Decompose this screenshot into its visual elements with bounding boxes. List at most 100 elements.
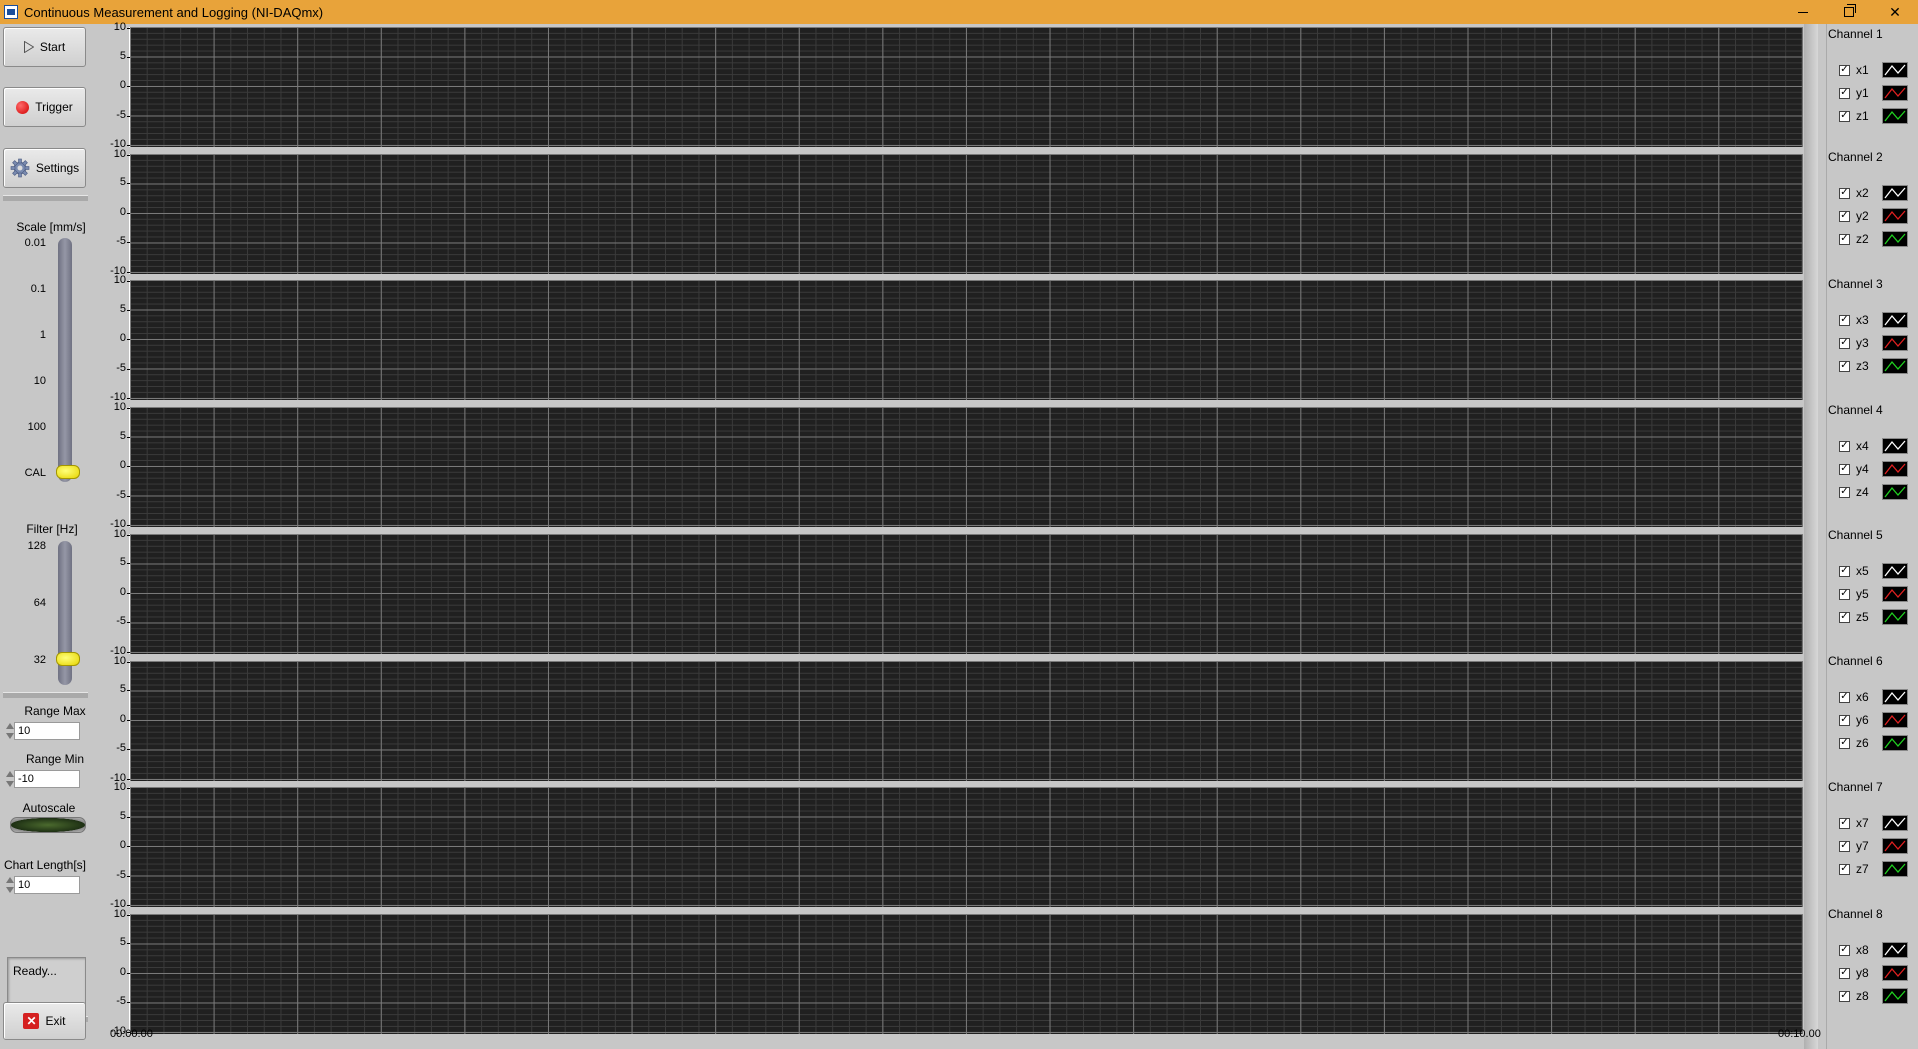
plot-style-icon[interactable] bbox=[1882, 484, 1908, 500]
chart-scrollbar[interactable] bbox=[1804, 24, 1818, 1049]
trigger-button[interactable]: Trigger bbox=[3, 87, 86, 127]
start-button[interactable]: Start bbox=[3, 27, 86, 67]
y-tick-label: -5 bbox=[116, 868, 126, 881]
plot-style-icon[interactable] bbox=[1882, 185, 1908, 201]
plot-style-icon[interactable] bbox=[1882, 231, 1908, 247]
plot-style-icon[interactable] bbox=[1882, 861, 1908, 877]
chart-length-spinner[interactable] bbox=[6, 876, 14, 894]
plot-style-icon[interactable] bbox=[1882, 108, 1908, 124]
window-controls: ✕ bbox=[1780, 0, 1918, 24]
plot-visible-checkbox[interactable]: ✓ bbox=[1839, 565, 1850, 577]
legend-item: ✓ x3 bbox=[1839, 311, 1908, 329]
plot-area[interactable] bbox=[129, 27, 1803, 147]
chart-length-input[interactable] bbox=[14, 876, 80, 894]
legend-item: ✓ x1 bbox=[1839, 61, 1908, 79]
plot-visible-checkbox[interactable]: ✓ bbox=[1839, 210, 1850, 222]
settings-button[interactable]: Settings bbox=[3, 148, 86, 188]
plot-visible-checkbox[interactable]: ✓ bbox=[1839, 314, 1850, 326]
plot-area[interactable] bbox=[129, 407, 1803, 528]
plot-area[interactable] bbox=[129, 533, 1803, 654]
plot-visible-checkbox[interactable]: ✓ bbox=[1839, 360, 1850, 372]
y-tick-label: 0 bbox=[119, 585, 126, 598]
plot-style-icon[interactable] bbox=[1882, 689, 1908, 705]
plot-visible-checkbox[interactable]: ✓ bbox=[1839, 486, 1850, 498]
plot-style-icon[interactable] bbox=[1882, 208, 1908, 224]
scale-slider-thumb[interactable] bbox=[56, 465, 80, 479]
control-panel: Start Trigger Settings bbox=[0, 24, 92, 1049]
scale-slider[interactable] bbox=[58, 238, 72, 482]
plot-style-icon[interactable] bbox=[1882, 838, 1908, 854]
plot-visible-checkbox[interactable]: ✓ bbox=[1839, 611, 1850, 623]
range-min-spinner[interactable] bbox=[6, 770, 14, 788]
plot-area[interactable] bbox=[129, 787, 1803, 908]
waveform-chart[interactable]: 10 5 0 -5 -10 bbox=[92, 274, 1803, 404]
filter-slider-thumb[interactable] bbox=[56, 652, 80, 666]
plot-visible-checkbox[interactable]: ✓ bbox=[1839, 337, 1850, 349]
plot-style-icon[interactable] bbox=[1882, 438, 1908, 454]
plot-visible-checkbox[interactable]: ✓ bbox=[1839, 110, 1850, 122]
y-tick bbox=[127, 719, 130, 721]
plot-visible-checkbox[interactable]: ✓ bbox=[1839, 840, 1850, 852]
plot-visible-checkbox[interactable]: ✓ bbox=[1839, 87, 1850, 99]
plot-visible-checkbox[interactable]: ✓ bbox=[1839, 967, 1850, 979]
plot-style-icon[interactable] bbox=[1882, 335, 1908, 351]
plot-visible-checkbox[interactable]: ✓ bbox=[1839, 990, 1850, 1002]
waveform-chart[interactable]: 10 5 0 -5 -10 bbox=[92, 148, 1803, 278]
plot-area[interactable] bbox=[129, 913, 1803, 1034]
decrement-icon bbox=[6, 887, 14, 893]
plot-style-icon[interactable] bbox=[1882, 712, 1908, 728]
waveform-chart[interactable]: 10 5 0 -5 -10 bbox=[92, 655, 1803, 785]
waveform-chart[interactable]: 10 5 0 -5 -10 bbox=[92, 21, 1803, 151]
plot-style-icon[interactable] bbox=[1882, 312, 1908, 328]
waveform-chart[interactable]: 10 5 0 -5 -10 bbox=[92, 781, 1803, 911]
close-button[interactable]: ✕ bbox=[1872, 0, 1918, 24]
plot-visible-checkbox[interactable]: ✓ bbox=[1839, 440, 1850, 452]
plot-visible-checkbox[interactable]: ✓ bbox=[1839, 863, 1850, 875]
plot-visible-checkbox[interactable]: ✓ bbox=[1839, 691, 1850, 703]
plot-style-icon[interactable] bbox=[1882, 609, 1908, 625]
restore-button[interactable] bbox=[1826, 0, 1872, 24]
plot-style-icon[interactable] bbox=[1882, 358, 1908, 374]
legend-label: z4 bbox=[1856, 485, 1869, 499]
exit-button[interactable]: ✕ Exit bbox=[3, 1002, 86, 1040]
waveform-chart[interactable]: 10 5 0 -5 -10 bbox=[92, 528, 1803, 658]
range-max-input[interactable] bbox=[14, 722, 80, 740]
filter-slider[interactable] bbox=[58, 541, 72, 685]
plot-visible-checkbox[interactable]: ✓ bbox=[1839, 714, 1850, 726]
plot-style-icon[interactable] bbox=[1882, 815, 1908, 831]
waveform-chart[interactable]: 10 5 0 -5 -10 bbox=[92, 401, 1803, 531]
plot-visible-checkbox[interactable]: ✓ bbox=[1839, 463, 1850, 475]
plot-visible-checkbox[interactable]: ✓ bbox=[1839, 233, 1850, 245]
plot-visible-checkbox[interactable]: ✓ bbox=[1839, 944, 1850, 956]
plot-style-icon[interactable] bbox=[1882, 85, 1908, 101]
waveform-chart[interactable]: 10 5 0 -5 -10 bbox=[92, 908, 1803, 1038]
minimize-button[interactable] bbox=[1780, 0, 1826, 24]
y-tick bbox=[127, 749, 130, 750]
y-tick bbox=[127, 563, 130, 565]
plot-area[interactable] bbox=[129, 660, 1803, 781]
plot-visible-checkbox[interactable]: ✓ bbox=[1839, 588, 1850, 600]
legend-label: y4 bbox=[1856, 462, 1869, 476]
plot-area[interactable] bbox=[129, 280, 1803, 401]
autoscale-toggle[interactable] bbox=[10, 817, 86, 833]
plot-style-icon[interactable] bbox=[1882, 965, 1908, 981]
plot-style-icon[interactable] bbox=[1882, 586, 1908, 602]
range-min-input[interactable] bbox=[14, 770, 80, 788]
plot-style-icon[interactable] bbox=[1882, 461, 1908, 477]
y-tick-label: 10 bbox=[113, 781, 126, 794]
plot-style-icon[interactable] bbox=[1882, 988, 1908, 1004]
plot-style-icon[interactable] bbox=[1882, 563, 1908, 579]
plot-style-icon[interactable] bbox=[1882, 62, 1908, 78]
plot-style-icon[interactable] bbox=[1882, 942, 1908, 958]
legend-item: ✓ y5 bbox=[1839, 585, 1908, 603]
range-max-spinner[interactable] bbox=[6, 722, 14, 740]
legend-label: x6 bbox=[1856, 690, 1869, 704]
legend-item: ✓ z5 bbox=[1839, 608, 1908, 626]
plot-visible-checkbox[interactable]: ✓ bbox=[1839, 64, 1850, 76]
y-tick bbox=[127, 816, 130, 818]
plot-visible-checkbox[interactable]: ✓ bbox=[1839, 737, 1850, 749]
plot-visible-checkbox[interactable]: ✓ bbox=[1839, 817, 1850, 829]
plot-visible-checkbox[interactable]: ✓ bbox=[1839, 187, 1850, 199]
plot-area[interactable] bbox=[129, 153, 1803, 274]
plot-style-icon[interactable] bbox=[1882, 735, 1908, 751]
